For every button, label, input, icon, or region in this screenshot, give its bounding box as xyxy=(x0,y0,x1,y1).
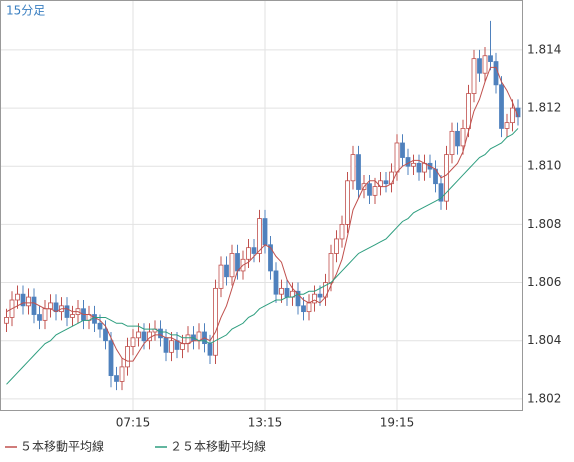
legend-label: ２５本移動平均線 xyxy=(170,439,266,454)
candle-body xyxy=(394,142,400,173)
candle-body xyxy=(301,305,306,313)
y-tick-label: 1.812 xyxy=(527,101,561,115)
x-tick-label: 19:15 xyxy=(380,416,415,430)
candle-body xyxy=(262,218,268,246)
candle-body xyxy=(180,343,185,350)
candle-body xyxy=(504,122,510,129)
moving-average-line xyxy=(6,128,519,385)
candle-body xyxy=(306,302,312,313)
candle-body xyxy=(213,287,218,356)
candle-body xyxy=(103,328,108,342)
candle-body xyxy=(449,130,455,156)
plot-frame xyxy=(0,0,523,411)
y-tick-label: 1.808 xyxy=(527,217,561,231)
candle-body xyxy=(196,331,202,342)
candle-body xyxy=(246,247,251,260)
candle-body xyxy=(488,55,493,62)
candle-body xyxy=(92,314,97,324)
candle-body xyxy=(383,180,389,185)
candle-body xyxy=(163,337,169,353)
candle-body xyxy=(130,337,136,347)
candle-body xyxy=(174,340,180,350)
moving-average-line xyxy=(6,66,519,362)
chart-title: 15分足 xyxy=(6,4,45,18)
candle-body xyxy=(482,55,488,74)
candle-body xyxy=(405,157,411,167)
candle-body xyxy=(400,142,405,158)
candle-body xyxy=(499,84,504,129)
candle-body xyxy=(328,253,334,283)
candle-body xyxy=(42,308,48,321)
candle-body xyxy=(444,154,449,202)
candle-body xyxy=(37,314,42,321)
candle-body xyxy=(119,366,125,382)
candle-body xyxy=(339,224,345,240)
candle-body xyxy=(108,340,114,377)
y-tick-label: 1.806 xyxy=(527,275,561,289)
candle-body xyxy=(141,331,147,342)
candle-body xyxy=(372,186,378,196)
x-tick-label: 07:15 xyxy=(116,416,151,430)
candle-body xyxy=(460,128,466,147)
candle-body xyxy=(416,162,422,173)
candle-body xyxy=(31,296,37,315)
y-tick-label: 1.802 xyxy=(527,391,561,405)
candle-body xyxy=(317,293,323,298)
candle-body xyxy=(26,296,31,307)
candle-body xyxy=(350,154,356,182)
candle-body xyxy=(136,331,141,339)
candle-body xyxy=(268,244,273,272)
candle-body xyxy=(48,302,53,310)
candle-body xyxy=(312,293,317,304)
candle-body xyxy=(345,180,350,225)
candle-body xyxy=(218,264,224,289)
y-tick-label: 1.810 xyxy=(527,159,561,173)
candle-body xyxy=(411,162,416,167)
candle-body xyxy=(284,287,290,298)
candle-body xyxy=(224,264,229,278)
candle-body xyxy=(207,343,213,356)
candle-body xyxy=(455,130,460,147)
candle-body xyxy=(389,171,394,185)
candle-body xyxy=(438,183,444,202)
candle-body xyxy=(114,375,119,382)
y-tick-label: 1.804 xyxy=(527,333,561,347)
candle-body xyxy=(4,317,9,324)
candle-body xyxy=(185,334,191,345)
legend-label: ５本移動平均線 xyxy=(20,439,104,454)
candle-body xyxy=(273,270,279,295)
candle-body xyxy=(20,293,26,307)
candle-body xyxy=(64,305,70,318)
candle-body xyxy=(15,293,20,301)
candle-body xyxy=(257,218,262,254)
candle-body xyxy=(158,328,163,339)
candle-body xyxy=(466,93,471,129)
candle-body xyxy=(471,58,477,94)
candle-body xyxy=(334,238,339,254)
candle-body xyxy=(279,287,284,295)
candle-body xyxy=(367,183,372,196)
candle-body xyxy=(477,58,482,74)
candle-body xyxy=(493,61,499,86)
y-tick-label: 1.814 xyxy=(527,42,561,56)
x-tick-label: 13:15 xyxy=(248,416,283,430)
candle-body xyxy=(97,322,103,330)
candle-body xyxy=(510,107,515,124)
candle-body xyxy=(53,302,59,313)
candle-body xyxy=(356,154,361,190)
candle-body xyxy=(422,162,427,173)
candle-body xyxy=(251,247,257,254)
candle-body xyxy=(235,253,240,272)
candle-body xyxy=(169,340,174,353)
candle-body xyxy=(229,253,235,278)
candle-body xyxy=(125,346,130,368)
candle-body xyxy=(70,314,75,318)
candle-body xyxy=(295,290,301,307)
